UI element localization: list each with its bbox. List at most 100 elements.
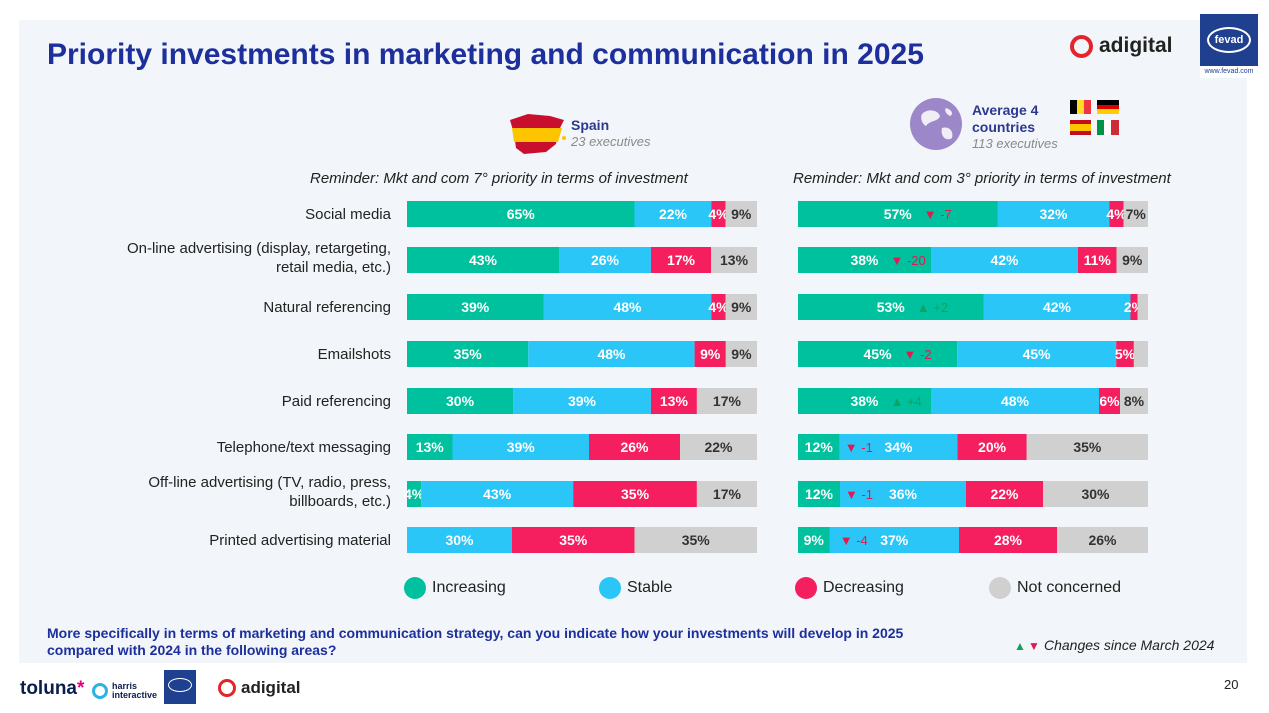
bar-segment xyxy=(452,434,589,460)
spain-flag-icon xyxy=(1070,120,1091,135)
legend-decreasing: Decreasing xyxy=(823,579,904,596)
bar-segment xyxy=(696,388,757,414)
data-label: 28% xyxy=(994,532,1023,548)
data-label: 48% xyxy=(1001,393,1030,409)
bar-segment xyxy=(1078,247,1117,273)
bar-segment xyxy=(694,341,726,367)
data-label: 9% xyxy=(1122,252,1143,268)
bar-segment xyxy=(997,201,1110,227)
bar-segment xyxy=(407,201,635,227)
data-label: 9% xyxy=(731,299,752,315)
data-label: 32% xyxy=(1039,206,1068,222)
data-label: 12% xyxy=(805,439,834,455)
bar-segment xyxy=(407,527,512,553)
data-label: 65% xyxy=(507,206,536,222)
harris-interactive-logo: harris interactive xyxy=(92,682,166,700)
legend-increasing: Increasing xyxy=(432,579,506,596)
bar-segment xyxy=(798,527,830,553)
change-up-label: ▲ +2 xyxy=(917,300,948,315)
bar-segment xyxy=(1116,247,1148,273)
survey-question: More specifically in terms of marketing … xyxy=(47,625,904,658)
spain-label: Spain xyxy=(571,117,610,133)
data-label: 38% xyxy=(850,252,879,268)
country-flags xyxy=(1070,100,1119,135)
data-label: 35% xyxy=(621,486,650,502)
data-label: 34% xyxy=(884,439,913,455)
data-label: 30% xyxy=(446,393,475,409)
spain-map-icon xyxy=(510,114,566,154)
page-number: 20 xyxy=(1224,677,1239,692)
bar-segment xyxy=(711,201,726,227)
legend-decreasing-swatch xyxy=(795,577,817,599)
data-label: 4% xyxy=(708,206,729,222)
bar-segment xyxy=(680,434,757,460)
bar-segment xyxy=(1137,294,1148,320)
data-label: 30% xyxy=(445,532,474,548)
bar-segment xyxy=(957,341,1117,367)
page-title: Priority investments in marketing and co… xyxy=(47,38,924,71)
bar-segment xyxy=(798,388,931,414)
data-label: 4% xyxy=(404,486,425,502)
bar-segment xyxy=(407,481,422,507)
data-label: 6% xyxy=(1099,393,1120,409)
bar-segment xyxy=(725,201,757,227)
bar-segment xyxy=(407,247,560,273)
change-down-label: ▼ -1 xyxy=(845,440,873,455)
bar-segment xyxy=(634,527,757,553)
up-triangle-icon: ▲ xyxy=(1014,639,1026,653)
bar-segment xyxy=(1120,388,1148,414)
bar-segment xyxy=(512,527,635,553)
data-label: 45% xyxy=(864,346,893,362)
legend-increasing-swatch xyxy=(404,577,426,599)
bar-segment xyxy=(1116,341,1134,367)
adigital-logo: adigital xyxy=(1070,34,1173,58)
bar-segment xyxy=(1130,294,1138,320)
down-triangle-icon: ▼ xyxy=(1028,639,1040,653)
bar-segment xyxy=(711,247,757,273)
bar-segment xyxy=(589,434,680,460)
bar-segment xyxy=(1123,201,1148,227)
change-down-label: ▼ -2 xyxy=(904,347,932,362)
data-label: 4% xyxy=(1106,206,1127,222)
change-down-label: ▼ -7 xyxy=(924,207,952,222)
data-label: 5% xyxy=(1115,346,1136,362)
bar-segment xyxy=(1026,434,1148,460)
data-label: 36% xyxy=(889,486,918,502)
adigital-footer-logo: adigital xyxy=(218,678,301,698)
data-label: 48% xyxy=(597,346,626,362)
bar-segment xyxy=(559,247,651,273)
bar-segment xyxy=(798,294,984,320)
data-label: 22% xyxy=(990,486,1019,502)
avg-sub: 113 executives xyxy=(972,136,1058,151)
data-label: 11% xyxy=(1084,252,1112,268)
data-label: 48% xyxy=(613,299,642,315)
bar-segment xyxy=(798,247,931,273)
data-label: 39% xyxy=(568,393,597,409)
change-down-label: ▼ -20 xyxy=(891,253,926,268)
globe-icon xyxy=(910,98,962,150)
data-label: 53% xyxy=(877,299,906,315)
data-label: 13% xyxy=(720,252,749,268)
data-label: 45% xyxy=(1023,346,1052,362)
bar-segment xyxy=(959,527,1057,553)
data-label: 17% xyxy=(713,486,742,502)
germany-flag-icon xyxy=(1097,100,1119,114)
data-label: 26% xyxy=(620,439,649,455)
data-label: 43% xyxy=(483,486,512,502)
bar-segment xyxy=(650,388,697,414)
bar-segment xyxy=(931,388,1099,414)
category-label: Off-line advertising (TV, radio, press, b… xyxy=(148,474,391,510)
toluna-logo: toluna * xyxy=(20,678,85,699)
legend-not-concerned: Not concerned xyxy=(1017,579,1122,596)
bar-segment xyxy=(798,201,998,227)
bar-segment xyxy=(407,294,544,320)
bar-segment xyxy=(407,388,514,414)
bar-segment xyxy=(543,294,712,320)
bar-segment xyxy=(957,434,1027,460)
bar-segment xyxy=(528,341,695,367)
data-label: 43% xyxy=(469,252,498,268)
category-label: Telephone/text messaging xyxy=(216,438,391,456)
bar-segment xyxy=(798,481,840,507)
bar-segment xyxy=(725,294,757,320)
